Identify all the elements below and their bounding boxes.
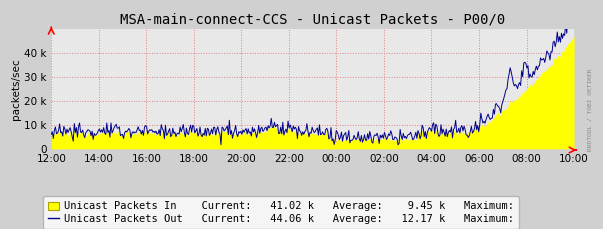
Y-axis label: packets/sec: packets/sec	[11, 58, 21, 120]
Title: MSA-main-connect-CCS - Unicast Packets - P00/0: MSA-main-connect-CCS - Unicast Packets -…	[120, 12, 505, 26]
Legend: Unicast Packets In    Current:   41.02 k   Average:    9.45 k   Maximum:, Unicas: Unicast Packets In Current: 41.02 k Aver…	[43, 196, 519, 229]
Text: RRDTOOL / TOBI OETIKER: RRDTOOL / TOBI OETIKER	[587, 69, 592, 151]
